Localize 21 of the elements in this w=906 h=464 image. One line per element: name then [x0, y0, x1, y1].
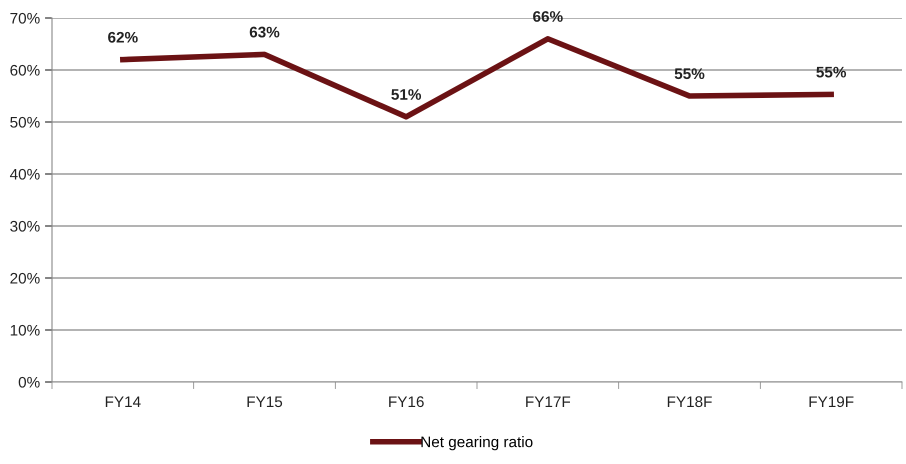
- x-tick-label: FY15: [247, 396, 282, 408]
- data-label: 55%: [674, 68, 704, 80]
- y-tick-label: 50%: [10, 116, 40, 128]
- data-label: 51%: [391, 89, 422, 100]
- x-tick-label: FY17F: [526, 396, 570, 407]
- y-tick-label: 70%: [10, 12, 40, 24]
- y-tick-label: 0%: [18, 376, 40, 388]
- x-tick-label: FY18F: [668, 396, 712, 408]
- x-tick-label: FY19F: [809, 396, 854, 408]
- data-label: 66%: [533, 11, 563, 22]
- legend-label: Net gearing ratio: [421, 436, 533, 450]
- y-tick-label: 40%: [10, 168, 40, 180]
- y-tick-label: 10%: [10, 324, 40, 336]
- y-tick-label: 30%: [10, 220, 40, 232]
- x-tick-label: FY14: [106, 396, 141, 407]
- data-label: 63%: [250, 26, 280, 38]
- y-tick-label: 60%: [10, 64, 40, 76]
- data-label: 62%: [108, 32, 138, 43]
- data-label: 55%: [816, 66, 846, 78]
- x-tick-label: FY16: [389, 396, 424, 408]
- y-tick-label: 20%: [10, 272, 40, 284]
